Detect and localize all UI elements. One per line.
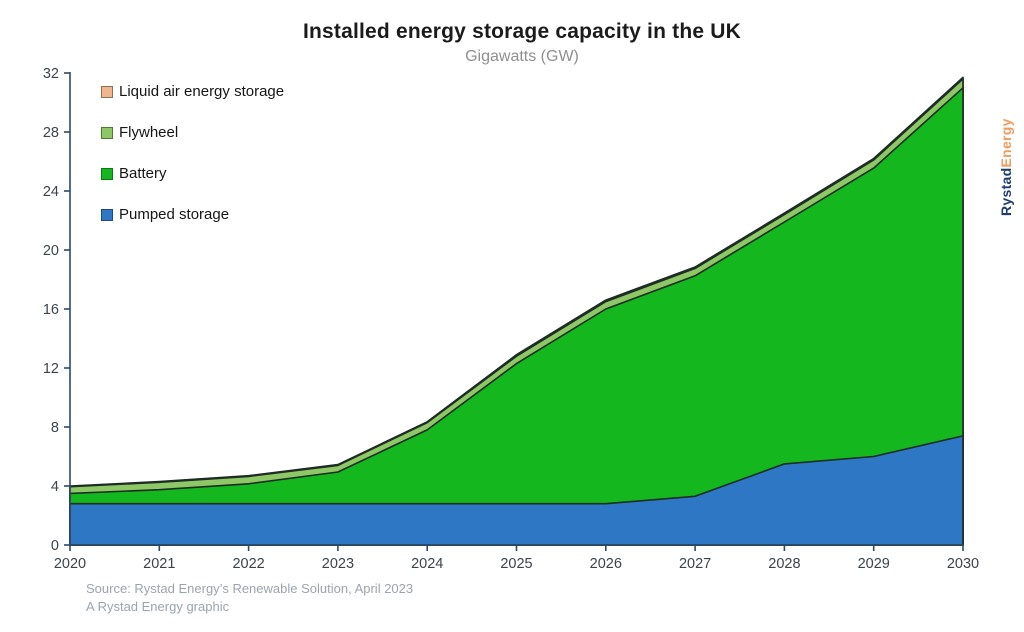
legend-swatch-icon [101, 126, 113, 139]
source-line-1: Source: Rystad Energy’s Renewable Soluti… [86, 581, 414, 596]
legend-item-flywheel: Flywheel [101, 124, 284, 141]
chart-title: Installed energy storage capacity in the… [302, 20, 742, 43]
legend-item-pumped-storage: Pumped storage [101, 206, 284, 223]
y-tick-label: 24 [43, 184, 59, 200]
y-tick-label: 8 [51, 420, 59, 436]
legend-label: Flywheel [119, 124, 179, 141]
area-pumped-storage [69, 435, 964, 546]
x-tick-label: 2028 [768, 556, 800, 572]
source-note: Source: Rystad Energy’s Renewable Soluti… [86, 580, 413, 616]
brand-logo-part1: Rystad [998, 167, 1014, 216]
y-tick-label: 16 [43, 302, 59, 318]
x-tick-label: 2026 [590, 556, 622, 572]
brand-logo-part2: Energy [998, 118, 1014, 168]
x-tick-label: 2023 [322, 556, 354, 572]
legend-swatch-icon [101, 167, 113, 180]
legend-swatch-icon [101, 208, 113, 221]
legend-item-liquid-air-energy-storage: Liquid air energy storage [101, 83, 284, 100]
brand-logo: RystadEnergy [998, 76, 1014, 216]
x-tick-label: 2020 [54, 556, 86, 572]
y-tick-label: 4 [51, 479, 59, 495]
y-tick-label: 32 [43, 66, 59, 82]
x-tick-label: 2021 [143, 556, 175, 572]
x-tick-label: 2025 [500, 556, 532, 572]
legend-swatch-icon [101, 85, 113, 98]
legend-label: Liquid air energy storage [119, 83, 285, 100]
y-tick-label: 0 [51, 538, 59, 554]
x-tick-label: 2022 [232, 556, 264, 572]
x-tick-label: 2029 [858, 556, 890, 572]
legend-label: Battery [119, 165, 167, 182]
x-tick-label: 2024 [411, 556, 443, 572]
y-tick-label: 20 [43, 243, 59, 259]
x-tick-label: 2030 [947, 556, 979, 572]
legend-item-battery: Battery [101, 165, 284, 182]
legend: Liquid air energy storage Flywheel Battery… [101, 83, 284, 223]
chart-subtitle: Gigawatts (GW) [465, 48, 579, 65]
y-tick-label: 28 [43, 125, 59, 141]
area-battery [69, 87, 964, 546]
y-tick-label: 12 [43, 361, 59, 377]
source-line-2: A Rystad Energy graphic [86, 599, 230, 614]
x-tick-label: 2027 [679, 556, 711, 572]
legend-label: Pumped storage [119, 206, 230, 223]
